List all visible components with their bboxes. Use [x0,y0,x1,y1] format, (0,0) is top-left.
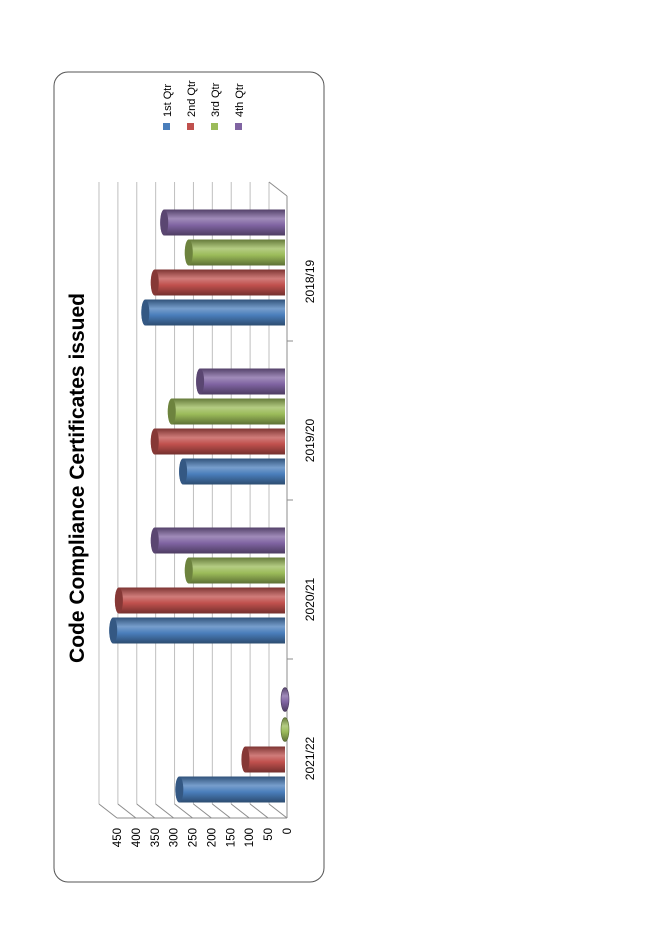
bar-cap-2020/21-2nd Qtr [114,587,123,614]
floor-edge [268,181,288,197]
category-label: 2019/20 [303,418,317,462]
bar-cap-2020/21-1st Qtr [109,617,118,644]
floor-gridline [136,803,156,819]
bar-cap-2019/20-4th Qtr [196,368,205,395]
category-label: 2020/21 [303,577,317,621]
y-tick-label: 150 [225,828,237,847]
floor-gridline [230,803,250,819]
y-tick-label: 350 [150,828,162,847]
bar-2019/20-1st Qtr [179,458,285,485]
bar-2020/21-1st Qtr [109,617,285,644]
bar-2021/22-1st Qtr [175,776,285,803]
legend: 1st Qtr 2nd Qtr 3rd Qtr 4th Qtr [162,80,246,130]
category-label: 2018/19 [303,259,317,303]
plot-area: 0 50 100 150 200 250 300 350 400 450 2018/19 2019/2… [98,181,317,847]
bar-2020/21-3rd Qtr [184,557,285,584]
bar-2019/20-4th Qtr [196,368,285,395]
bar-2019/20-3rd Qtr [167,398,285,425]
category-label: 2021/22 [303,736,317,780]
floor-gridline [268,803,288,819]
y-tick-label: 300 [169,828,181,847]
y-tick-label: 50 [263,828,275,841]
floor-gridline [249,803,269,819]
y-tick-label: 400 [131,828,143,847]
legend-label: 4th Qtr [234,83,246,117]
legend-swatch [235,123,242,130]
floor-gridline [155,803,174,819]
y-tick-label: 250 [188,828,200,847]
legend-label: 2nd Qtr [186,80,198,117]
bar-2020/21-2nd Qtr [114,587,285,614]
bar-cap-2018/19-1st Qtr [141,299,150,326]
bar-2019/20-2nd Qtr [150,428,285,455]
bar-2018/19-1st Qtr [141,299,285,326]
floor-gridline [117,803,137,819]
legend-swatch [163,123,170,130]
legend-swatch [187,123,194,130]
legend-label: 3rd Qtr [210,82,222,117]
chart-title: Code Compliance Certificates issued [66,293,89,663]
y-tick-label: 100 [244,828,256,847]
floor-gridline [212,803,231,819]
floor-gridline [98,803,118,819]
bar-cap-2018/19-4th Qtr [160,209,169,236]
bar-2018/19-3rd Qtr [184,239,285,266]
bar-cap-2019/20-3rd Qtr [167,398,176,425]
bar-2018/19-2nd Qtr [150,269,285,296]
bar-cap-2019/20-1st Qtr [179,458,188,485]
legend-label: 1st Qtr [162,84,174,117]
y-tick-label: 0 [282,828,294,834]
bar-cap-2020/21-4th Qtr [150,527,159,554]
bar-cap-2021/22-2nd Qtr [241,746,250,773]
y-tick-label: 450 [112,828,124,847]
floor-gridline [174,803,193,819]
floor-gridline [193,803,212,819]
y-tick-label: 200 [206,828,218,847]
bar-2020/21-4th Qtr [150,527,285,554]
bar-cap-2018/19-3rd Qtr [184,239,193,266]
bar-cap-2018/19-2nd Qtr [150,269,159,296]
bar-2021/22-4th Qtr [280,687,290,712]
bar-cap-2020/21-3rd Qtr [184,557,193,584]
bar-cap-2021/22-1st Qtr [175,776,184,803]
bar-2021/22-2nd Qtr [241,746,285,773]
bar-2021/22-3rd Qtr [280,717,290,742]
legend-swatch [211,123,218,130]
bar-2018/19-4th Qtr [160,209,285,236]
bar-cap-2019/20-2nd Qtr [150,428,159,455]
